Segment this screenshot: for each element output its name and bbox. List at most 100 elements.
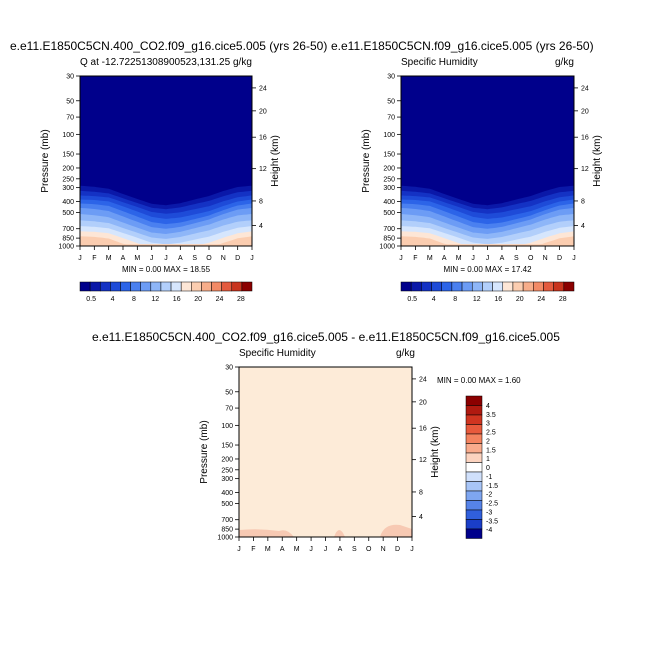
panel3-ytick-label: 30	[225, 365, 233, 372]
panel2-cbar-label: 20	[516, 296, 524, 303]
panel2-rtick-label: 16	[581, 135, 589, 142]
panel3-xtick-label: F	[251, 546, 255, 553]
panel2-ytick-label: 30	[387, 74, 395, 81]
panel3-ytick-label: 300	[221, 476, 233, 483]
panel2-subtitle-right: g/kg	[555, 57, 574, 68]
panel1-ytick-label: 70	[66, 115, 74, 122]
panel1-cbar-cell	[170, 281, 182, 292]
panel2-ylabel: Pressure (mb)	[361, 129, 372, 192]
panel3-cbar-label: 1.5	[486, 447, 496, 454]
panel1-cbar-cell	[140, 281, 152, 292]
panel3-ytick-label: 400	[221, 490, 233, 497]
panel1-ytick-label: 850	[62, 236, 74, 243]
panel2-cbar-cell	[431, 281, 442, 292]
panel3-cbar-label: 3.5	[486, 412, 496, 419]
panel1-band-9	[80, 231, 252, 246]
panel3-cbar-cell	[465, 433, 483, 444]
panel3-xtick-label: J	[237, 546, 241, 553]
panel3-xtick-label: O	[366, 546, 372, 553]
panel3-ytick-label: 1000	[217, 535, 233, 542]
panel1-cbar-cell	[99, 281, 111, 292]
panel1-cbar-cell	[231, 281, 243, 292]
panel3-cbar-label: -1	[486, 474, 492, 481]
panel3-ytick-label: 250	[221, 467, 233, 474]
panel1-cbar-cell	[150, 281, 162, 292]
panel1-cbar-label: 12	[151, 296, 159, 303]
panel1-cbar-cell	[221, 281, 233, 292]
panel1-ytick-label: 400	[62, 199, 74, 206]
panel2-ytick-label: 100	[383, 132, 395, 139]
panel2-xtick-label: J	[471, 255, 475, 262]
panel1-ytick-label: 150	[62, 152, 74, 159]
panel3-rtick-label: 12	[419, 457, 427, 464]
panel2-cbar-label: 16	[494, 296, 502, 303]
panel3-cbar-cell	[465, 443, 483, 454]
panel1-title: e.e11.E1850C5CN.400_CO2.f09_g16.cice5.00…	[10, 39, 328, 53]
panel1-cbar-cell	[241, 281, 253, 292]
panel2-ytick-label: 70	[387, 115, 395, 122]
panel2-cbar-cell	[553, 281, 565, 292]
panel3-cbar-cell	[465, 519, 483, 530]
panel1-xtick-label: M	[134, 255, 140, 262]
panel1-cbar-label: 20	[194, 296, 202, 303]
panel1-xtick-label: J	[150, 255, 154, 262]
panel1-cbar-label: 16	[173, 296, 181, 303]
panel3-cbar-cell	[465, 481, 483, 492]
panel3-cbar-label: 2.5	[486, 430, 496, 437]
panel1-xtick-label: J	[250, 255, 254, 262]
panel2-xtick-label: M	[427, 255, 433, 262]
panel2-ylabel-right: Height (km)	[592, 135, 603, 187]
panel3-ytick-label: 200	[221, 456, 233, 463]
panel2-cbar-cell	[563, 281, 575, 292]
panel1-subtitle-right: g/kg	[233, 57, 252, 68]
panel2-cbar-label: 28	[559, 296, 567, 303]
panel3-xtick-label: A	[280, 546, 285, 553]
panel2-cbar-label: 4	[432, 296, 436, 303]
panel1-xtick-label: A	[178, 255, 183, 262]
panel3-cbar-cell	[465, 490, 483, 501]
panel2-ytick-label: 200	[383, 165, 395, 172]
panel3-xtick-label: M	[294, 546, 300, 553]
panel2-cbar-cell	[441, 281, 453, 292]
panel1-minmax: MIN = 0.00 MAX = 18.55	[122, 265, 211, 274]
panel1-cbar-cell	[130, 281, 141, 292]
panel2-xtick-label: J	[572, 255, 576, 262]
panel3-ylabel-right: Height (km)	[430, 426, 441, 478]
panel3-rtick-label: 4	[419, 514, 423, 521]
panel2-xtick-label: A	[500, 255, 505, 262]
panel2-cbar-cell	[421, 281, 432, 292]
panel1-cbar-cell	[201, 281, 212, 292]
panel1-cbar-cell	[110, 281, 121, 292]
panel3-cbar-label: -1.5	[486, 483, 498, 490]
panel3-cbar-cell	[465, 509, 483, 520]
panel1-rtick-label: 16	[259, 135, 267, 142]
panel2-xtick-label: J	[399, 255, 403, 262]
panel2-ytick-label: 300	[383, 185, 395, 192]
panel1-cbar-label: 0.5	[86, 296, 96, 303]
panel2-ytick-label: 50	[387, 98, 395, 105]
panel2-rtick-label: 4	[581, 223, 585, 230]
panel3-subtitle-right: g/kg	[396, 348, 415, 359]
panel1-xtick-label: N	[221, 255, 226, 262]
panel3-rtick-label: 16	[419, 426, 427, 433]
panel3-cbar-cell	[465, 452, 483, 463]
panel1-rtick-label: 12	[259, 166, 267, 173]
panel2-ytick-label: 250	[383, 176, 395, 183]
panel1-ytick-label: 700	[62, 226, 74, 233]
panel1-xtick-label: O	[206, 255, 212, 262]
panel3-cbar-cell	[465, 471, 483, 482]
panel2-xtick-label: M	[456, 255, 462, 262]
panel1-xtick-label: F	[92, 255, 96, 262]
panel2-cbar-cell	[471, 281, 483, 292]
panel3-ylabel: Pressure (mb)	[199, 420, 210, 483]
panel1-cbar-cell	[191, 281, 202, 292]
panel3-xtick-label: A	[338, 546, 343, 553]
panel1-rtick-label: 8	[259, 198, 263, 205]
panel2-minmax: MIN = 0.00 MAX = 17.42	[443, 265, 532, 274]
panel3-cbar-label: -4	[486, 527, 492, 534]
panel2-cbar-cell	[461, 281, 473, 292]
panel1-cbar-cell	[79, 281, 91, 292]
panel2-ytick-label: 150	[383, 152, 395, 159]
